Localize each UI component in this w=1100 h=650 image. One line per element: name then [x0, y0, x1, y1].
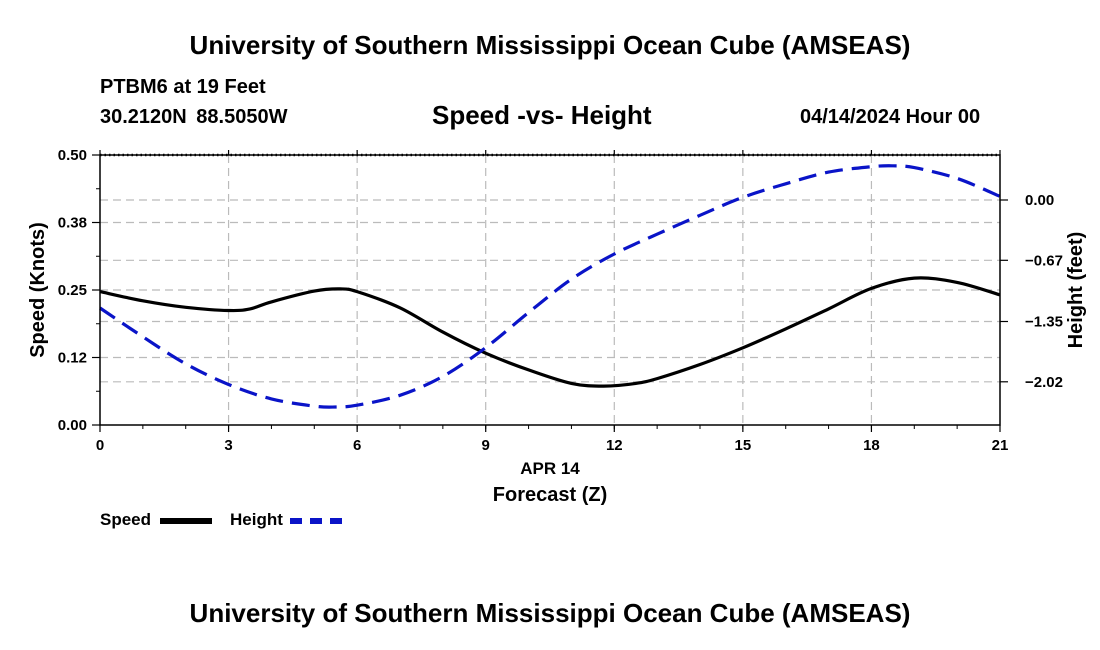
series-line-height: [99, 164, 1001, 409]
x-tick-label: 18: [863, 437, 880, 454]
page-title: University of Southern Mississippi Ocean…: [189, 30, 911, 60]
y-left-tick-label: 0.38: [58, 215, 87, 232]
y-right-tick-label: −2.02: [1025, 374, 1063, 391]
x-tick-label: 21: [992, 437, 1009, 454]
y-left-tick-label: 0.00: [58, 417, 87, 434]
x-tick-label: 3: [224, 437, 232, 454]
y-left-tick-label: 0.25: [58, 282, 87, 299]
station-coordinates: 30.2120N 88.5050W: [100, 106, 288, 128]
legend-height-swatch: [290, 518, 342, 524]
y-right-tick-label: 0.00: [1025, 192, 1054, 209]
series-line-speed: [99, 276, 1001, 388]
x-tick-label: 9: [482, 437, 490, 454]
station-label: PTBM6 at 19 Feet: [100, 76, 266, 98]
chart-title: Speed -vs- Height: [432, 100, 652, 130]
forecast-datetime: 04/14/2024 Hour 00: [800, 106, 981, 128]
y-left-tick-label: 0.50: [58, 147, 87, 164]
legend-speed-label: Speed: [100, 510, 152, 529]
series-layer: [99, 164, 1001, 409]
x-tick-label: 15: [735, 437, 752, 454]
legend-height-label: Height: [230, 510, 283, 529]
x-axis-date-label: APR 14: [520, 459, 580, 478]
x-tick-label: 6: [353, 437, 361, 454]
y-left-tick-label: 0.12: [58, 350, 87, 367]
footer-title: University of Southern Mississippi Ocean…: [189, 598, 911, 628]
y-right-tick-label: −1.35: [1025, 314, 1063, 331]
y-axis-right-title: Height (feet): [1065, 232, 1087, 349]
x-tick-label: 0: [96, 437, 104, 454]
y-right-tick-label: −0.67: [1025, 252, 1063, 269]
x-tick-label: 12: [606, 437, 623, 454]
x-axis-title: Forecast (Z): [493, 484, 607, 506]
y-axis-left-title: Speed (Knots): [27, 222, 49, 358]
legend-speed-swatch: [160, 518, 212, 524]
axes: 0 3 6 9 12 15 18 21 0.00 0.12 0.25 0.38 0.50 −2.02 −1.…: [58, 147, 1063, 454]
